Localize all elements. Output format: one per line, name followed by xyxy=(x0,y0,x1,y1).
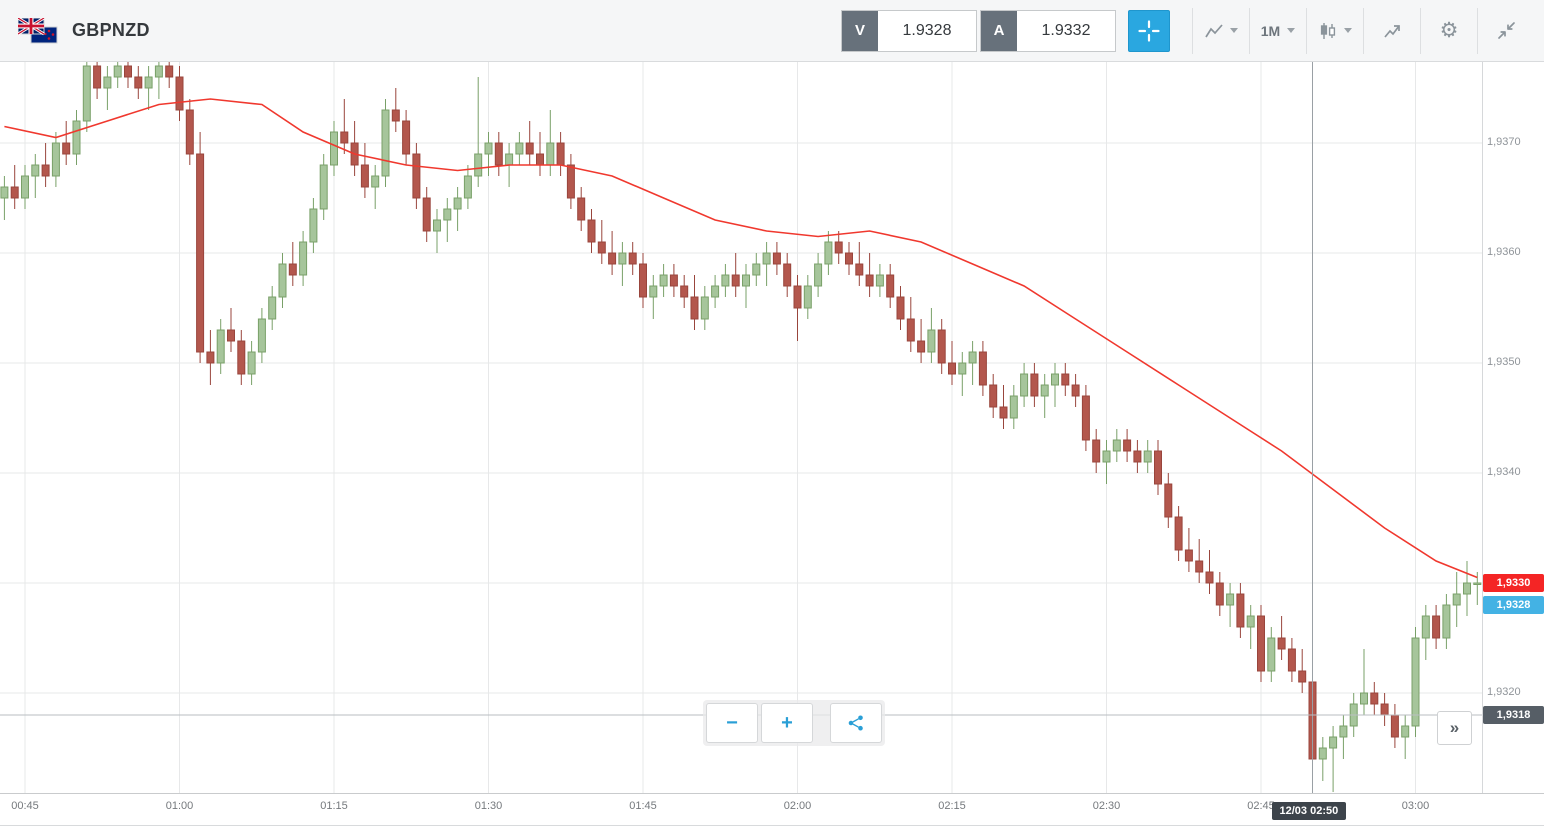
grid-lines xyxy=(0,62,1482,793)
price-axis-label: 1,9350 xyxy=(1487,356,1521,368)
share-button[interactable] xyxy=(830,703,882,743)
zoom-out-button[interactable]: − xyxy=(706,703,758,743)
timeframe-label: 1M xyxy=(1260,22,1281,39)
time-axis-label: 01:30 xyxy=(474,800,503,812)
crosshair-lines xyxy=(0,62,1482,793)
candles-layer xyxy=(0,62,1482,792)
price-axis-divider xyxy=(1482,62,1483,793)
price-axis-label: 1,9370 xyxy=(1487,136,1521,148)
time-axis-label: 02:00 xyxy=(783,800,812,812)
chart-toolbar: GBPNZD V 1.9328 A 1.9332 xyxy=(0,0,1544,62)
time-axis-label: 01:15 xyxy=(320,800,348,812)
toolbar-separator xyxy=(1363,7,1364,54)
gear-icon: ⚙ xyxy=(1439,19,1459,42)
toolbar-separator xyxy=(1192,7,1193,54)
moving-average-line xyxy=(4,98,1478,579)
time-axis-label: 02:30 xyxy=(1092,800,1121,812)
price-axis-label: 1,9340 xyxy=(1487,466,1521,478)
sell-price: 1.9328 xyxy=(902,21,952,39)
chevron-down-icon xyxy=(1343,28,1352,33)
zoom-in-button[interactable]: + xyxy=(761,703,813,743)
chart-region: 1,9370 1,9360 1,9350 1,9340 1,9330 1,9320 00:… xyxy=(0,62,1544,833)
collapse-arrows-icon xyxy=(1497,22,1515,39)
sell-quote-button[interactable]: V 1.9328 xyxy=(841,9,977,52)
settings-button[interactable]: ⚙ xyxy=(1421,8,1477,54)
buy-side-label: A xyxy=(981,10,1017,51)
chart-type-dropdown[interactable] xyxy=(1193,8,1249,54)
timeframe-dropdown[interactable]: 1M xyxy=(1250,8,1306,54)
indicators-button[interactable] xyxy=(1364,8,1420,54)
resize-button[interactable] xyxy=(1478,8,1534,54)
time-axis-label: 01:45 xyxy=(629,800,657,812)
crosshair-time-badge: 12/03 02:50 xyxy=(1271,802,1347,820)
crosshair-price-badge: 1,9318 xyxy=(1483,706,1544,724)
page-title: GBPNZD xyxy=(72,20,150,40)
price-axis[interactable]: 1,9370 1,9360 1,9350 1,9340 1,9330 1,9320 xyxy=(1482,62,1544,793)
zoom-controls: − + xyxy=(703,700,885,746)
buy-price: 1.9332 xyxy=(1041,21,1091,39)
price-axis-label: 1,9320 xyxy=(1487,686,1521,698)
time-axis-label: 01:00 xyxy=(165,800,194,812)
chevron-down-icon xyxy=(1229,28,1238,33)
time-axis-label: 02:45 xyxy=(1247,800,1275,812)
indicators-icon xyxy=(1384,24,1400,38)
toolbar-separator xyxy=(1420,7,1421,54)
gbpnzd-flag-icon xyxy=(18,17,58,43)
time-axis-label: 03:00 xyxy=(1401,800,1430,812)
time-axis-label: 00:45 xyxy=(11,800,39,812)
crosshair-icon xyxy=(1138,19,1160,42)
time-axis-label: 02:15 xyxy=(938,800,966,812)
candlestick-plot[interactable] xyxy=(0,62,1482,793)
chevron-down-icon xyxy=(1287,28,1296,33)
bottom-edge-line xyxy=(0,825,1544,826)
share-icon xyxy=(848,715,863,731)
line-chart-icon xyxy=(1204,23,1223,37)
instrument-header: GBPNZD xyxy=(18,17,150,44)
toolbar-separator xyxy=(1306,7,1307,54)
time-axis-divider xyxy=(0,793,1544,794)
toolbar-separator xyxy=(1477,7,1478,54)
crosshair-toggle-button[interactable] xyxy=(1128,9,1170,52)
buy-quote-button[interactable]: A 1.9332 xyxy=(980,9,1116,52)
toolbar-right: V 1.9328 A 1.9332 xyxy=(838,7,1534,54)
toolbar-separator xyxy=(1249,7,1250,54)
candlestick-icon xyxy=(1320,22,1335,39)
jump-to-latest-button[interactable]: » xyxy=(1437,711,1472,745)
candle-style-dropdown[interactable] xyxy=(1307,8,1363,54)
bid-price-badge: 1,9328 xyxy=(1483,596,1544,614)
sell-side-label: V xyxy=(842,10,878,51)
price-axis-label: 1,9360 xyxy=(1487,246,1521,258)
last-price-badge: 1,9330 xyxy=(1483,574,1544,592)
time-axis[interactable]: 00:45 01:00 01:15 01:30 01:45 02:00 02:15 02:30… xyxy=(0,793,1544,833)
